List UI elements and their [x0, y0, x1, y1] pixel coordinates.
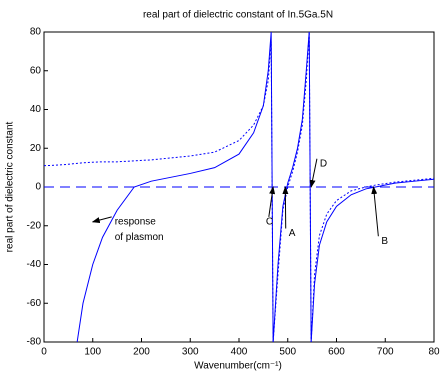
annotation: B: [381, 236, 388, 247]
annotation-arrow: [309, 158, 318, 188]
data-line: [76, 32, 434, 342]
annotation: D: [320, 158, 327, 169]
x-tick-label: 0: [41, 347, 47, 358]
annotation-arrow: [91, 216, 112, 223]
x-tick-label: 300: [182, 347, 199, 358]
data-line: [44, 32, 434, 342]
annotation-arrow: [371, 186, 379, 237]
x-tick-label: 700: [377, 347, 394, 358]
x-tick-label: 100: [84, 347, 101, 358]
y-tick-label: 80: [30, 27, 42, 38]
y-tick-label: 20: [30, 143, 42, 154]
y-axis-label: real part of dielectric constant: [5, 121, 16, 252]
annotation-arrow: [268, 186, 276, 217]
annotation: of plasmon: [115, 232, 164, 243]
x-tick-label: 200: [133, 347, 150, 358]
annotation: C: [266, 217, 273, 228]
y-tick-label: 60: [30, 65, 42, 76]
x-tick-label: 500: [279, 347, 296, 358]
chart-title: real part of dielectric constant of In.5…: [143, 10, 333, 21]
x-tick-label: 80: [428, 347, 440, 358]
y-tick-label: -80: [27, 337, 42, 348]
x-tick-label: 600: [328, 347, 345, 358]
annotation: A: [289, 228, 296, 239]
y-tick-label: 0: [35, 182, 41, 193]
y-tick-label: -20: [27, 220, 42, 231]
y-tick-label: -40: [27, 259, 42, 270]
y-tick-label: -60: [27, 298, 42, 309]
x-tick-label: 400: [231, 347, 248, 358]
annotation: response: [115, 217, 157, 228]
x-axis-label: Wavenumber(cm⁻¹): [194, 361, 282, 372]
y-tick-label: 40: [30, 104, 42, 115]
